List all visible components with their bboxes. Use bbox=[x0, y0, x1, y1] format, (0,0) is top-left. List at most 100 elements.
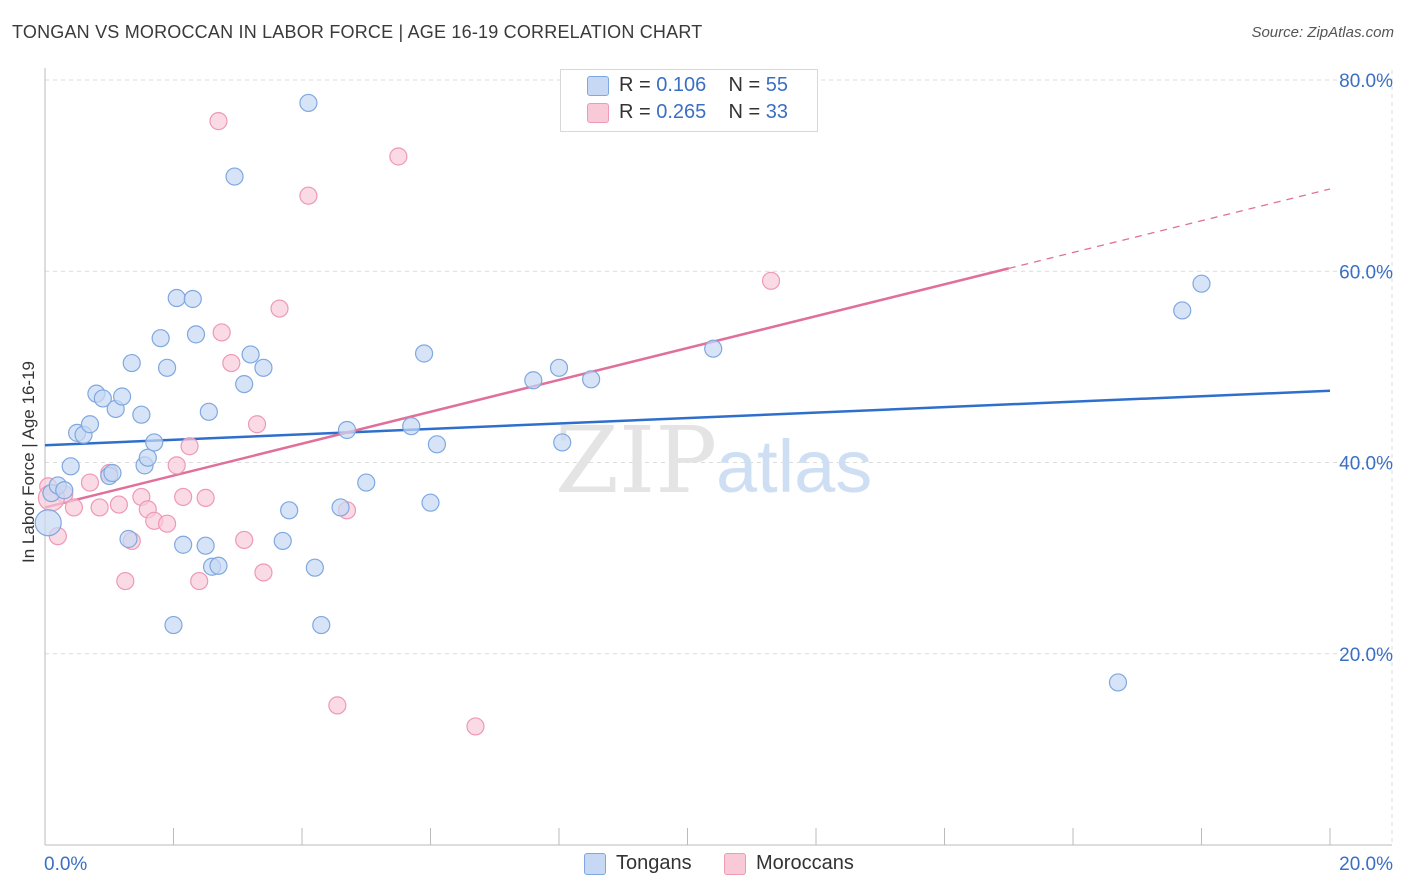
tongan-point bbox=[299, 93, 318, 113]
tongan-point bbox=[331, 498, 350, 517]
axes-layer bbox=[44, 68, 1392, 846]
moroccan-point bbox=[466, 717, 485, 736]
moroccan-point bbox=[270, 299, 289, 318]
tongan-point bbox=[138, 448, 157, 467]
tongan-legend-label: Tongans bbox=[616, 852, 692, 874]
tongan-point bbox=[280, 501, 299, 520]
tongan-point bbox=[254, 358, 273, 377]
tongan-point bbox=[174, 535, 193, 554]
chart-source: Source: ZipAtlas.com bbox=[1251, 24, 1394, 41]
tongan-n-label: N = bbox=[728, 74, 761, 96]
tongan-point bbox=[1173, 301, 1192, 320]
moroccan-legend-icon bbox=[724, 853, 746, 875]
tongan-point bbox=[337, 420, 357, 440]
moroccan-point bbox=[90, 498, 109, 517]
tongan-n-value: 55 bbox=[765, 74, 789, 96]
tongan-point bbox=[186, 325, 206, 344]
tongan-point bbox=[1108, 673, 1128, 692]
labels-layer: 20.0% 40.0% 60.0% 80.0% 0.0% 20.0% In Labor Fo… bbox=[19, 71, 1393, 875]
x-tick-label: 0.0% bbox=[44, 854, 87, 875]
tongan-point bbox=[61, 457, 80, 476]
tongan-point bbox=[357, 473, 376, 492]
moroccan-point bbox=[196, 488, 215, 507]
tongan-trend-line bbox=[44, 389, 1331, 447]
tongan-point bbox=[553, 433, 572, 452]
x-tick-label: 20.0% bbox=[1339, 854, 1393, 875]
tongan-point bbox=[151, 329, 170, 348]
tongan-point bbox=[157, 358, 177, 377]
moroccan-point bbox=[235, 530, 254, 550]
tongan-point bbox=[122, 353, 141, 373]
moroccan-point bbox=[247, 415, 267, 434]
moroccan-point bbox=[190, 571, 209, 591]
tongan-point bbox=[103, 463, 122, 483]
moroccan-point bbox=[157, 514, 177, 533]
tongan-point bbox=[402, 417, 421, 436]
tongan-point bbox=[199, 402, 218, 421]
tongan-point bbox=[164, 615, 183, 635]
moroccan-point bbox=[212, 323, 231, 342]
moroccan-point bbox=[80, 473, 100, 492]
tongan-point bbox=[209, 556, 228, 575]
moroccan-point bbox=[389, 147, 408, 166]
tongan-point bbox=[414, 344, 434, 363]
y-tick-label: 80.0% bbox=[1339, 71, 1393, 92]
moroccan-legend-label: Moroccans bbox=[756, 852, 854, 874]
moroccan-point bbox=[116, 571, 135, 591]
points-layer bbox=[34, 93, 1211, 736]
tongan-r-label: R = bbox=[619, 74, 651, 96]
moroccan-point bbox=[761, 271, 781, 290]
tongan-point bbox=[196, 536, 215, 555]
tongan-swatch-icon bbox=[587, 76, 609, 96]
tongan-point bbox=[183, 289, 202, 309]
moroccan-n-value: 33 bbox=[765, 101, 789, 123]
grid-layer bbox=[45, 70, 1393, 845]
moroccan-point bbox=[180, 437, 199, 456]
moroccan-point bbox=[299, 186, 318, 205]
tongan-legend-icon bbox=[584, 853, 606, 875]
moroccan-swatch-icon bbox=[587, 103, 609, 123]
moroccan-point bbox=[209, 112, 228, 131]
stats-legend: R = 0.106 N = 55 R = 0.265 N = 33 bbox=[560, 69, 818, 132]
tongan-point bbox=[132, 405, 151, 424]
tongan-point bbox=[273, 531, 292, 551]
tongan-point bbox=[145, 433, 164, 452]
moroccan-point bbox=[328, 696, 347, 715]
tongan-point bbox=[427, 435, 447, 454]
y-axis-label: In Labor Force | Age 16-19 bbox=[19, 361, 38, 563]
moroccan-trend-line bbox=[44, 267, 1010, 509]
tongan-point bbox=[421, 493, 440, 512]
tongan-point bbox=[119, 529, 138, 549]
trend-layer bbox=[44, 188, 1331, 509]
y-tick-label: 40.0% bbox=[1339, 454, 1393, 475]
tongan-point bbox=[112, 387, 132, 406]
watermark-zip: ZIP bbox=[555, 407, 717, 514]
tongan-point bbox=[93, 389, 112, 408]
tongan-point bbox=[312, 615, 331, 635]
moroccan-point bbox=[109, 495, 128, 514]
tongan-point bbox=[1192, 274, 1211, 293]
moroccan-point bbox=[64, 498, 84, 517]
moroccan-point bbox=[222, 353, 241, 373]
moroccan-point bbox=[167, 456, 186, 475]
tongan-point bbox=[305, 558, 324, 577]
moroccan-point bbox=[174, 487, 193, 507]
moroccan-r-value: 0.265 bbox=[656, 101, 707, 123]
moroccan-trend-extension bbox=[1008, 188, 1331, 270]
tongan-point bbox=[225, 167, 244, 186]
moroccan-point bbox=[254, 563, 273, 582]
watermark: ZIP atlas bbox=[555, 407, 872, 514]
tongan-point bbox=[55, 481, 74, 500]
tongan-point bbox=[80, 415, 100, 434]
y-tick-label: 60.0% bbox=[1339, 262, 1393, 283]
watermark-atlas: atlas bbox=[716, 425, 872, 508]
chart-title: TONGAN VS MOROCCAN IN LABOR FORCE | AGE … bbox=[12, 22, 703, 42]
tongan-point bbox=[167, 288, 186, 308]
moroccan-n-label: N = bbox=[728, 101, 761, 123]
tongan-point bbox=[524, 371, 543, 390]
tongan-point bbox=[704, 339, 723, 358]
tongan-point bbox=[582, 370, 601, 389]
tongan-point bbox=[549, 358, 569, 377]
tongan-r-value: 0.106 bbox=[656, 74, 707, 96]
